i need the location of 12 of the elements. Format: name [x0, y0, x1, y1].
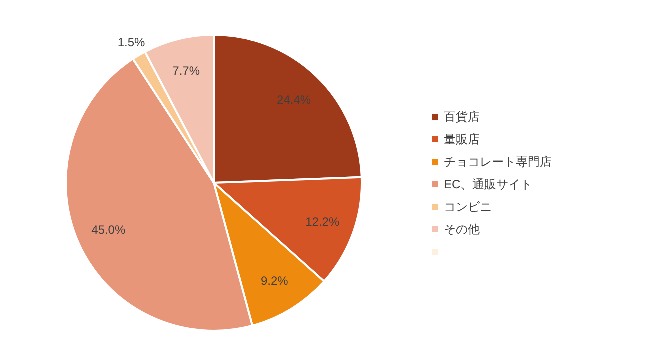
data-label: 1.5% [118, 36, 146, 50]
data-label: 24.4% [277, 92, 312, 107]
data-label: 12.2% [306, 215, 340, 230]
legend-label: 百貨店 [444, 110, 480, 124]
legend-label: 量販店 [444, 132, 480, 146]
data-label: 45.0% [92, 223, 126, 238]
legend-label: コンビニ [444, 200, 492, 214]
data-label: 9.2% [260, 274, 289, 288]
legend-label: チョコレート専門店 [444, 155, 552, 169]
legend-label: その他 [444, 222, 480, 236]
data-label: 7.7% [172, 64, 200, 78]
legend-label: EC、通販サイト [444, 178, 533, 192]
